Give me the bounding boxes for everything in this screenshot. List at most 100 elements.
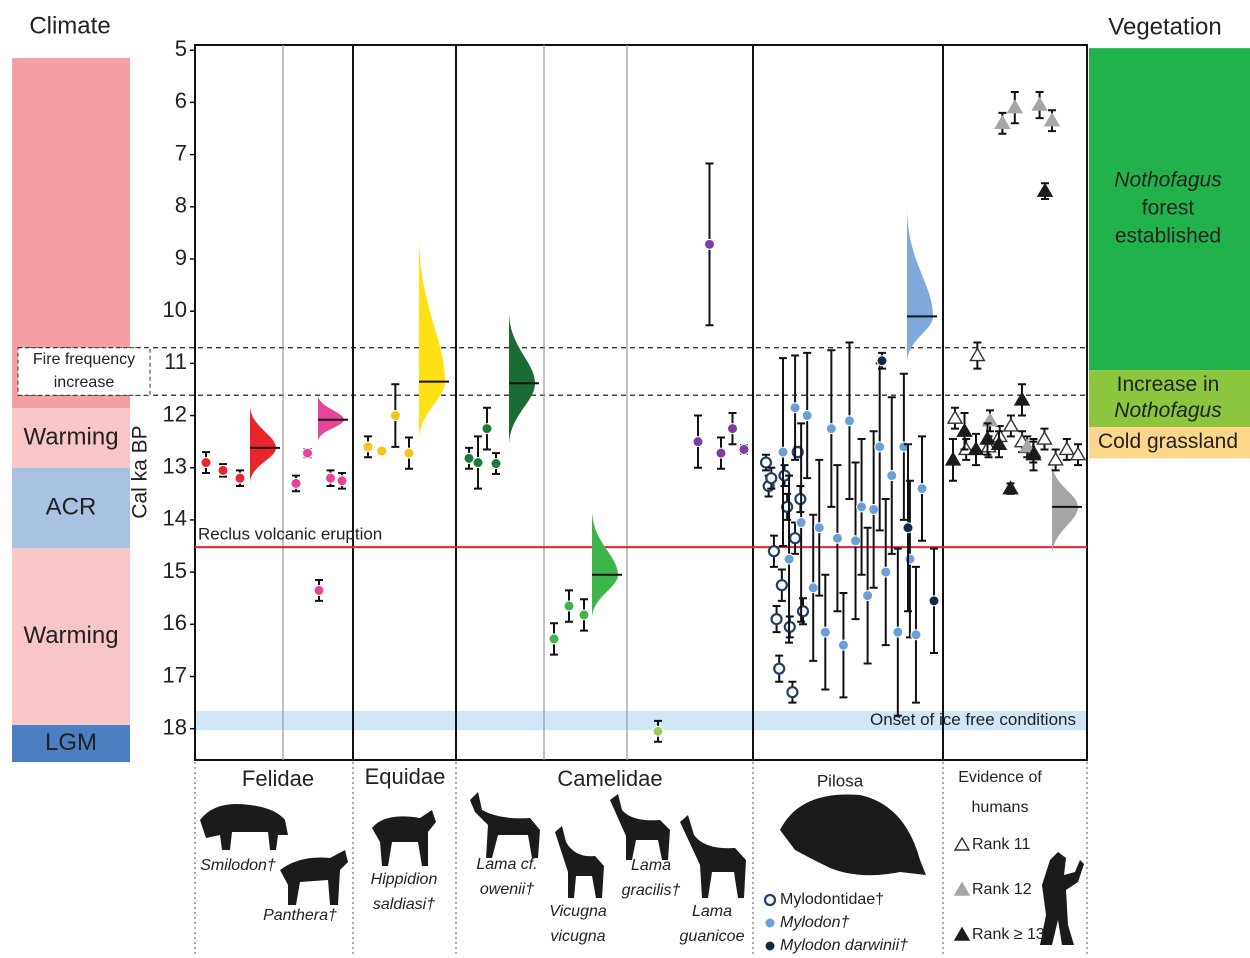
point: [990, 435, 1008, 450]
taxon-label: owenii†: [480, 881, 534, 898]
climate-band: [12, 548, 130, 726]
vegetation-label: Increase in: [1117, 373, 1220, 396]
family-label: humans: [972, 799, 1029, 816]
ice-free-label: Onset of ice free conditions: [870, 710, 1076, 729]
point: [548, 633, 560, 645]
point: [886, 470, 898, 482]
y-tick-label: 8: [175, 193, 187, 218]
legend-marker: [763, 893, 777, 907]
point: [876, 355, 888, 367]
vegetation-band: [1089, 427, 1250, 459]
point: [807, 582, 819, 594]
point: [313, 584, 325, 596]
density: [592, 509, 618, 620]
point: [880, 566, 892, 578]
point: [994, 114, 1011, 129]
point: [843, 415, 855, 427]
point: [788, 532, 802, 545]
taxon-label: guanicoe: [680, 928, 745, 945]
point: [290, 477, 302, 489]
y-tick-label: 7: [175, 140, 187, 165]
point: [789, 402, 801, 414]
legend-item: Rank 12: [953, 881, 1032, 898]
point: [837, 639, 849, 651]
legend-marker: [764, 940, 776, 952]
y-tick-label: 5: [175, 36, 187, 61]
point: [738, 443, 750, 455]
point: [862, 590, 874, 602]
point: [892, 626, 904, 638]
taxon-label: Lama: [692, 903, 732, 920]
point: [463, 452, 475, 464]
point: [1006, 99, 1024, 114]
eruption-label: Reclus volcanic eruption: [198, 525, 382, 544]
point: [904, 553, 916, 565]
point: [1018, 438, 1036, 453]
point: [1069, 446, 1087, 461]
point: [704, 238, 715, 250]
point: [200, 457, 212, 469]
point: [795, 517, 807, 529]
taxon-label: Lama: [631, 857, 671, 874]
point: [389, 410, 401, 422]
point: [773, 662, 786, 675]
legend-item: Rank 11: [953, 836, 1031, 853]
vegetation-band: [1089, 48, 1250, 371]
climate-band: [12, 408, 130, 468]
point: [472, 457, 484, 469]
climate-label: Warming: [23, 423, 118, 450]
legend-marker: [953, 926, 971, 941]
point: [1036, 182, 1054, 197]
y-tick-label: 9: [175, 245, 187, 270]
point: [362, 441, 374, 453]
density: [1052, 462, 1078, 557]
point: [868, 503, 880, 515]
point: [1058, 441, 1076, 456]
climate-label: LGM: [45, 729, 97, 756]
legend-item: Mylodon darwinii†: [764, 937, 908, 954]
legend-label: Mylodon†: [780, 914, 849, 931]
legend-label: Mylodontidae†: [780, 891, 884, 908]
point: [916, 483, 928, 495]
y-tick-label: 17: [163, 662, 187, 687]
point: [874, 441, 886, 453]
point: [777, 446, 789, 458]
taxon-label: vicugna: [550, 928, 605, 945]
point: [652, 725, 664, 737]
vegetation-label: Nothofagus: [1114, 169, 1222, 192]
legend-item: Mylodontidae†: [763, 891, 884, 908]
y-tick-label: 14: [163, 506, 187, 531]
y-tick-label: 13: [163, 454, 187, 479]
point: [1013, 391, 1031, 406]
point: [856, 501, 868, 513]
point: [928, 595, 940, 607]
fire-box: [17, 347, 151, 396]
density: [318, 394, 344, 442]
taxon-label: Lama cf.: [476, 856, 537, 873]
y-tick-label: 11: [164, 349, 187, 374]
point: [956, 422, 973, 437]
climate-label: ACR: [46, 493, 97, 520]
point: [403, 447, 415, 459]
legend-marker: [953, 881, 971, 896]
point: [727, 423, 738, 435]
point: [967, 441, 985, 456]
point: [801, 410, 813, 422]
family-label: Felidae: [242, 766, 314, 791]
point: [1031, 96, 1048, 111]
point: [819, 626, 831, 638]
point: [969, 347, 986, 362]
point: [336, 475, 348, 487]
point: [1025, 446, 1042, 461]
point: [946, 409, 964, 424]
point: [910, 629, 922, 641]
density: [250, 405, 276, 484]
point: [1047, 451, 1064, 466]
point: [325, 472, 336, 484]
density: [907, 206, 933, 364]
legend-label: Rank ≥ 13: [972, 926, 1045, 943]
vegetation-title: Vegetation: [1108, 13, 1221, 40]
point: [234, 472, 246, 484]
